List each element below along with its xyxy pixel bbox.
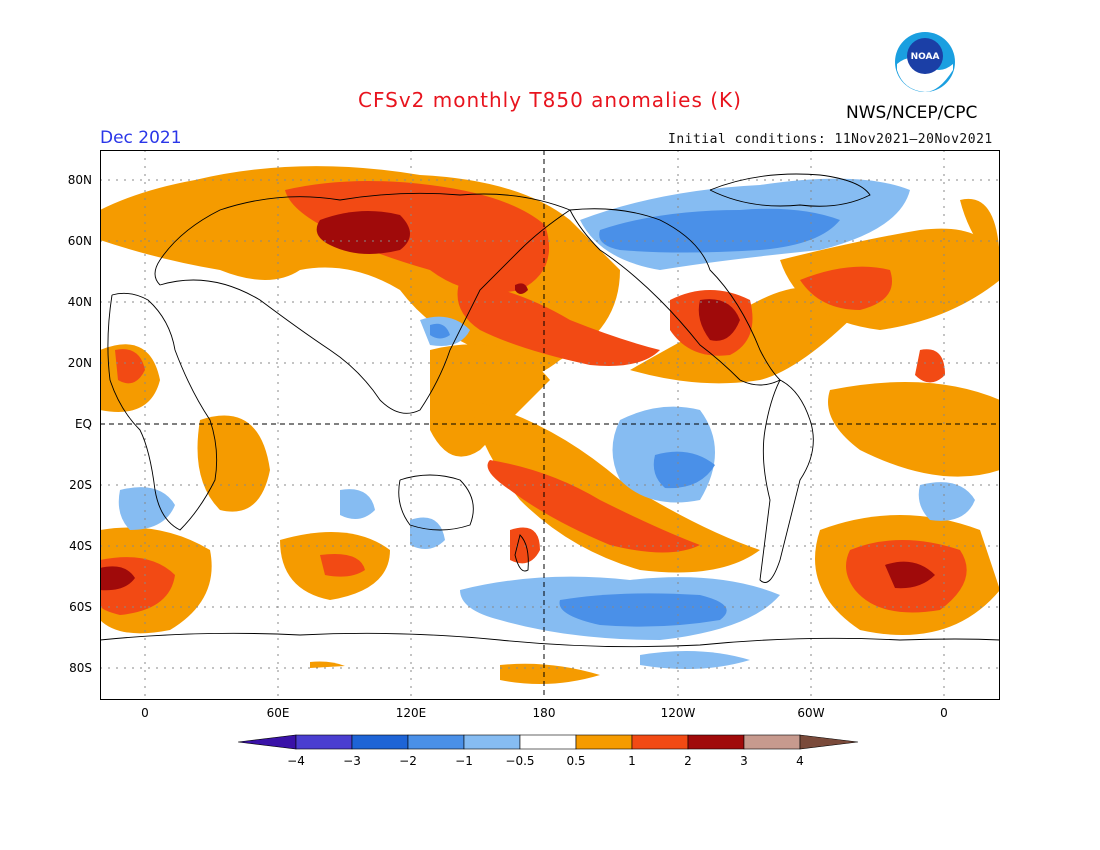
colorbar-segment: [743, 734, 801, 750]
lat-label: 40N: [67, 295, 92, 309]
anomaly-blue-regions: [430, 208, 840, 627]
lon-label: 60W: [797, 706, 825, 720]
colorbar-tick-label: 1: [628, 754, 636, 768]
forecast-period: Dec 2021: [100, 128, 182, 148]
colorbar-tick-label: 0.5: [566, 754, 586, 768]
colorbar-tick-label: −0.5: [505, 754, 535, 768]
initial-conditions: Initial conditions: 11Nov2021–20Nov2021: [668, 132, 993, 147]
lon-label: 0: [940, 706, 948, 720]
svg-text:NOAA: NOAA: [911, 52, 940, 62]
lat-label: 60N: [67, 234, 92, 248]
anomaly-map: [100, 150, 1000, 700]
colorbar-segment: [463, 734, 521, 750]
colorbar-arrow-high: [799, 734, 859, 750]
colorbar-tick-label: −4: [287, 754, 305, 768]
lat-label: 60S: [69, 600, 92, 614]
colorbar-segment: [519, 734, 577, 750]
noaa-logo: NOAA: [895, 32, 955, 92]
chart-title: CFSv2 monthly T850 anomalies (K): [358, 88, 742, 112]
lon-label: 120W: [660, 706, 696, 720]
colorbar: [238, 734, 859, 750]
lon-label: 60E: [266, 706, 290, 720]
colorbar-segment: [407, 734, 465, 750]
colorbar-segment: [351, 734, 409, 750]
lat-label: 80S: [69, 661, 92, 675]
lon-label: 180: [532, 706, 556, 720]
lat-label: 20S: [69, 478, 92, 492]
colorbar-segment: [687, 734, 745, 750]
colorbar-tick-label: 4: [796, 754, 804, 768]
lat-label: EQ: [74, 417, 92, 431]
agency-label: NWS/NCEP/CPC: [846, 103, 978, 123]
lon-label: 0: [141, 706, 149, 720]
equator-dateline: [100, 150, 1000, 700]
map-grid: [100, 150, 1000, 700]
colorbar-segment: [631, 734, 689, 750]
colorbar-segment: [295, 734, 353, 750]
lon-label: 120E: [395, 706, 427, 720]
colorbar-tick-label: −2: [399, 754, 417, 768]
colorbar-segment: [575, 734, 633, 750]
colorbar-arrow-low: [238, 734, 297, 750]
colorbar-tick-label: −1: [455, 754, 473, 768]
colorbar-tick-label: 3: [740, 754, 748, 768]
coastlines: [100, 173, 1000, 648]
colorbar-tick-label: 2: [684, 754, 692, 768]
lat-label: 40S: [69, 539, 92, 553]
anomaly-darkred-regions: [100, 211, 935, 591]
lat-label: 20N: [67, 356, 92, 370]
lat-label: 80N: [67, 173, 92, 187]
colorbar-tick-label: −3: [343, 754, 361, 768]
